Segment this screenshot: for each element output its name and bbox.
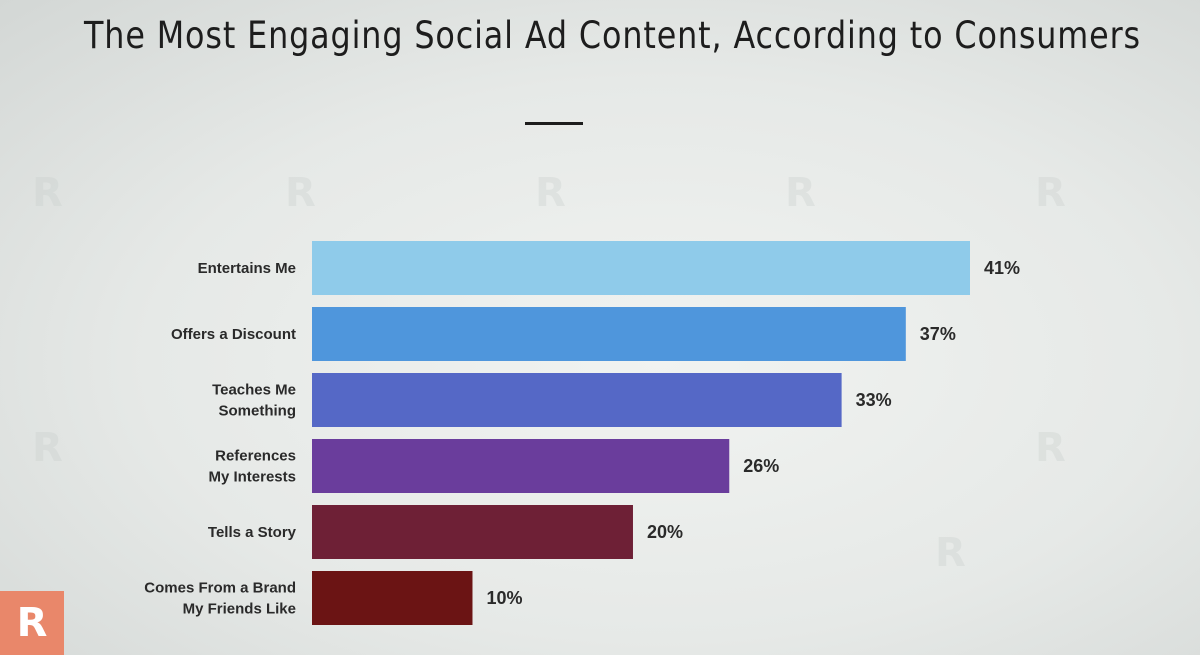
category-label: Comes From a Brand bbox=[144, 580, 296, 597]
brand-logo: R bbox=[0, 591, 64, 655]
bar-5 bbox=[312, 505, 633, 559]
category-label: Teaches Me bbox=[212, 382, 296, 399]
category-label: Offers a Discount bbox=[171, 326, 296, 343]
category-label: Tells a Story bbox=[208, 524, 297, 541]
bar-6 bbox=[312, 571, 473, 625]
bar-2 bbox=[312, 307, 906, 361]
value-label: 37% bbox=[920, 324, 956, 344]
value-label: 26% bbox=[743, 456, 779, 476]
bar-3 bbox=[312, 373, 842, 427]
category-label: Entertains Me bbox=[198, 260, 296, 277]
logo-letter: R bbox=[16, 600, 48, 646]
value-label: 33% bbox=[856, 390, 892, 410]
value-label: 41% bbox=[984, 258, 1020, 278]
category-label: My Interests bbox=[208, 469, 296, 486]
category-label: My Friends Like bbox=[183, 601, 296, 618]
page-title: The Most Engaging Social Ad Content, Acc… bbox=[84, 14, 1141, 57]
category-label: References bbox=[215, 448, 296, 465]
bar-1 bbox=[312, 241, 970, 295]
title-underline bbox=[525, 122, 583, 125]
value-label: 10% bbox=[486, 588, 522, 608]
category-label: Something bbox=[219, 403, 297, 420]
value-label: 20% bbox=[647, 522, 683, 542]
bar-4 bbox=[312, 439, 730, 493]
